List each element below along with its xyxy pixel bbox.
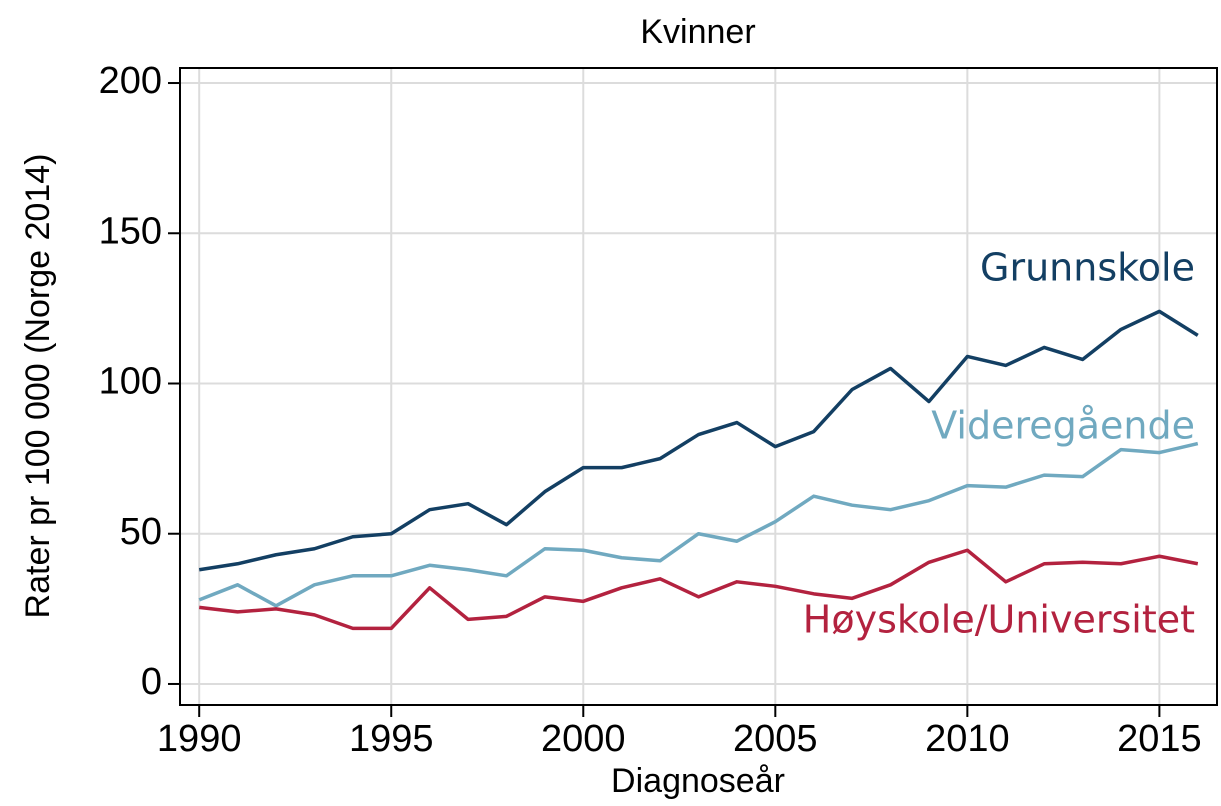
series-label: Grunnskole <box>980 246 1195 290</box>
y-tick-label: 50 <box>120 511 162 553</box>
y-tick-label: 0 <box>141 661 162 703</box>
x-axis-label: Diagnoseår <box>611 762 785 800</box>
series-label: Høyskole/Universitet <box>803 598 1195 642</box>
x-tick-label: 2000 <box>541 718 626 760</box>
x-tick-label: 2005 <box>733 718 818 760</box>
x-tick-label: 2015 <box>1117 718 1202 760</box>
x-tick-label: 2010 <box>925 718 1010 760</box>
line <box>198 309 1199 572</box>
series-label: Videregående <box>931 404 1195 448</box>
y-tick-label: 200 <box>99 60 162 102</box>
x-tick-label: 1990 <box>157 718 242 760</box>
y-tick-label: 150 <box>99 210 162 252</box>
line <box>199 548 1199 631</box>
line <box>198 441 1199 608</box>
plot-frame <box>179 67 1218 706</box>
chart-title: Kvinner <box>640 13 755 51</box>
y-tick-label: 100 <box>99 361 162 403</box>
x-tick-label: 1995 <box>349 718 434 760</box>
y-axis-label: Rater pr 100 000 (Norge 2014) <box>19 154 57 619</box>
